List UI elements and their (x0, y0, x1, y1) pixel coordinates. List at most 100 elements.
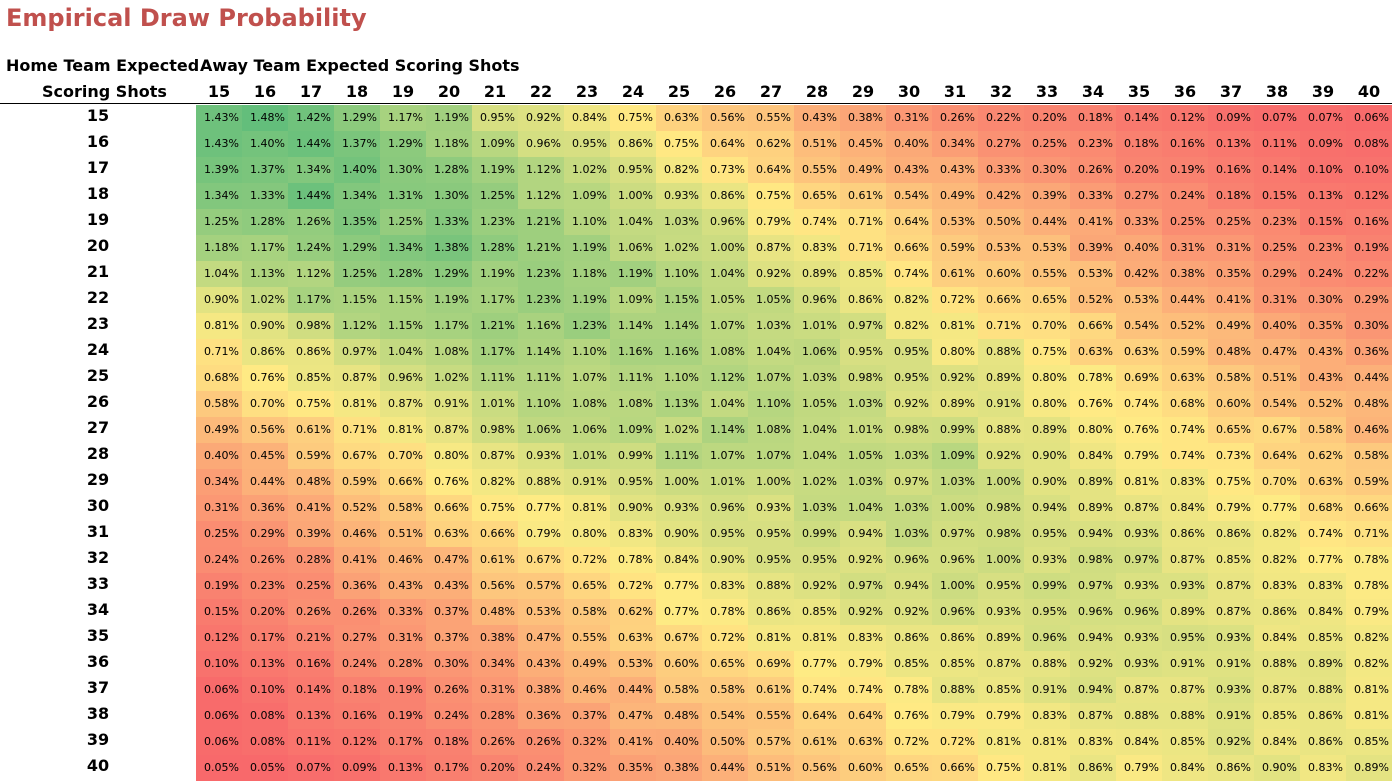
heatmap-cell: 0.86% (840, 287, 886, 313)
heatmap-cell: 0.83% (1070, 729, 1116, 755)
heatmap-cell: 1.29% (426, 261, 472, 287)
column-header: Away Team Expected Scoring Shots (200, 56, 520, 75)
heatmap-cell: 0.13% (380, 755, 426, 781)
heatmap-cell: 1.14% (610, 313, 656, 339)
heatmap-cell: 0.52% (1300, 391, 1346, 417)
heatmap-cell: 0.89% (1162, 599, 1208, 625)
heatmap-cell: 0.59% (1162, 339, 1208, 365)
heatmap-cell: 0.92% (840, 547, 886, 573)
heatmap-cell: 0.46% (1346, 417, 1392, 443)
heatmap-cell: 0.26% (426, 677, 472, 703)
heatmap-cell: 1.09% (472, 131, 518, 157)
heatmap-cell: 0.83% (840, 625, 886, 651)
heatmap-cell: 0.31% (472, 677, 518, 703)
heatmap-cell: 0.41% (334, 547, 380, 573)
heatmap-cell: 0.75% (610, 105, 656, 131)
heatmap-cell: 0.79% (1208, 495, 1254, 521)
heatmap-cell: 0.94% (1070, 521, 1116, 547)
row-label: 28 (86, 444, 110, 463)
heatmap-cell: 1.10% (656, 365, 702, 391)
heatmap-cell: 1.09% (610, 287, 656, 313)
column-label: 15 (207, 82, 231, 101)
heatmap-cell: 0.06% (196, 703, 242, 729)
heatmap-cell: 1.33% (426, 209, 472, 235)
heatmap-cell: 0.22% (1346, 261, 1392, 287)
heatmap-cell: 0.15% (1254, 183, 1300, 209)
column-label: 30 (897, 82, 921, 101)
heatmap-cell: 0.92% (794, 573, 840, 599)
heatmap-cell: 0.81% (748, 625, 794, 651)
heatmap-cell: 1.11% (472, 365, 518, 391)
heatmap-cell: 1.02% (794, 469, 840, 495)
heatmap-cell: 0.67% (656, 625, 702, 651)
heatmap-cell: 0.96% (702, 209, 748, 235)
heatmap-cell: 0.54% (1116, 313, 1162, 339)
heatmap-cell: 0.48% (656, 703, 702, 729)
heatmap-cell: 1.42% (288, 105, 334, 131)
heatmap-cell: 0.85% (1208, 547, 1254, 573)
column-label: 25 (667, 82, 691, 101)
heatmap-cell: 0.75% (288, 391, 334, 417)
heatmap-cell: 0.95% (886, 365, 932, 391)
heatmap-cell: 0.68% (196, 365, 242, 391)
heatmap-cell: 0.98% (886, 417, 932, 443)
heatmap-cell: 0.44% (242, 469, 288, 495)
heatmap-cell: 1.00% (932, 495, 978, 521)
heatmap-cell: 0.81% (564, 495, 610, 521)
heatmap-cell: 0.58% (564, 599, 610, 625)
heatmap-cell: 1.04% (610, 209, 656, 235)
heatmap-cell: 1.16% (518, 313, 564, 339)
heatmap-cell: 1.07% (702, 313, 748, 339)
heatmap-cell: 0.81% (1346, 703, 1392, 729)
row-label: 24 (86, 340, 110, 359)
heatmap-cell: 0.87% (1116, 677, 1162, 703)
heatmap-cell: 1.19% (610, 261, 656, 287)
heatmap-cell: 0.36% (242, 495, 288, 521)
column-label: 31 (943, 82, 967, 101)
heatmap-cell: 0.26% (242, 547, 288, 573)
heatmap-cell: 0.19% (1346, 235, 1392, 261)
heatmap-cell: 0.27% (1116, 183, 1162, 209)
row-label: 20 (86, 236, 110, 255)
heatmap-cell: 1.12% (288, 261, 334, 287)
heatmap-cell: 0.77% (518, 495, 564, 521)
heatmap-cell: 0.95% (1162, 625, 1208, 651)
column-label: 33 (1035, 82, 1059, 101)
row-label: 40 (86, 756, 110, 775)
heatmap-cell: 0.64% (702, 131, 748, 157)
heatmap-cell: 0.53% (1070, 261, 1116, 287)
heatmap-cell: 0.92% (748, 261, 794, 287)
heatmap-cell: 0.71% (840, 209, 886, 235)
heatmap-cell: 0.97% (840, 573, 886, 599)
heatmap-cell: 0.64% (794, 703, 840, 729)
heatmap-cell: 0.97% (886, 469, 932, 495)
heatmap-cell: 0.72% (702, 625, 748, 651)
heatmap-cell: 0.81% (196, 313, 242, 339)
heatmap-cell: 1.11% (518, 365, 564, 391)
heatmap-cell: 0.55% (794, 157, 840, 183)
heatmap-cell: 0.92% (886, 599, 932, 625)
heatmap-cell: 0.11% (1254, 131, 1300, 157)
heatmap-cell: 0.63% (1162, 365, 1208, 391)
heatmap-cell: 1.29% (380, 131, 426, 157)
heatmap-cell: 0.72% (886, 729, 932, 755)
heatmap-cell: 0.62% (1300, 443, 1346, 469)
heatmap-cell: 0.88% (978, 417, 1024, 443)
heatmap-cell: 0.89% (1070, 495, 1116, 521)
heatmap-cell: 0.20% (1116, 157, 1162, 183)
heatmap-cell: 0.76% (426, 469, 472, 495)
heatmap-cell: 0.83% (1024, 703, 1070, 729)
heatmap-cell: 0.48% (1208, 339, 1254, 365)
heatmap-cell: 0.65% (1024, 287, 1070, 313)
heatmap-cell: 1.03% (656, 209, 702, 235)
heatmap-cell: 0.87% (1208, 599, 1254, 625)
heatmap-cell: 0.85% (840, 261, 886, 287)
heatmap-cell: 0.99% (794, 521, 840, 547)
column-label: 19 (391, 82, 415, 101)
heatmap-cell: 0.92% (932, 365, 978, 391)
heatmap-cell: 0.89% (978, 365, 1024, 391)
heatmap-cell: 0.73% (702, 157, 748, 183)
heatmap-cell: 0.85% (794, 599, 840, 625)
heatmap-cell: 0.79% (978, 703, 1024, 729)
